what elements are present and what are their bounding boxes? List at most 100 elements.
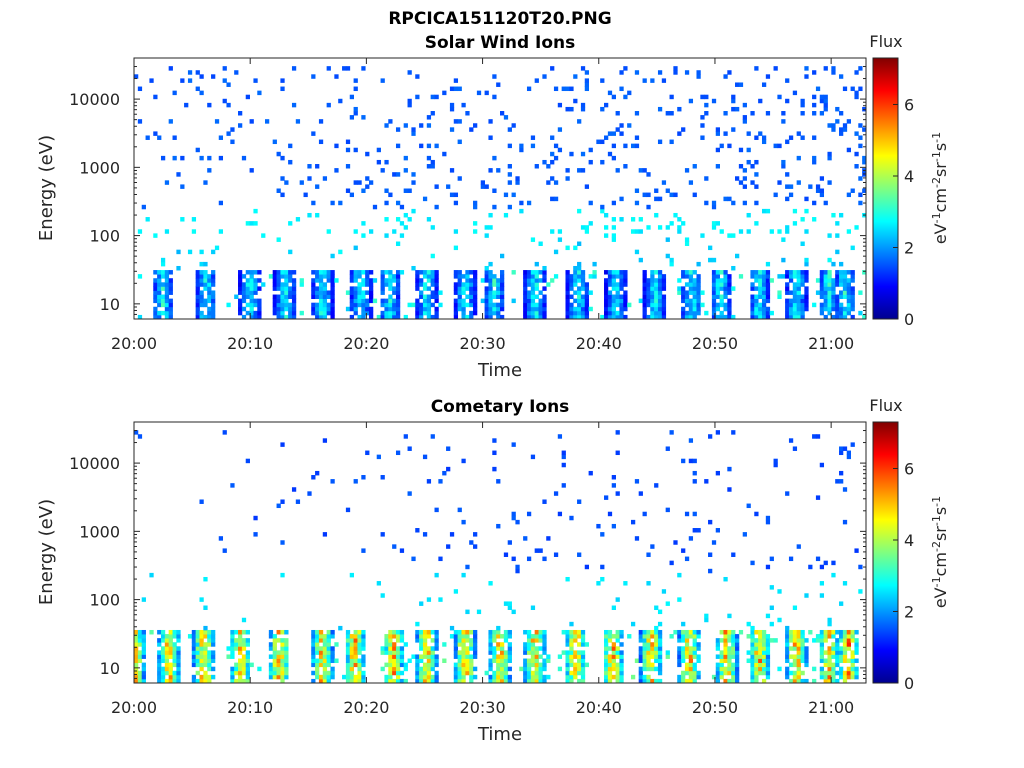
- heatmap-cell: [395, 217, 401, 222]
- heatmap-cell: [500, 658, 505, 664]
- heatmap-cell: [453, 192, 459, 198]
- heatmap-cell: [473, 221, 478, 226]
- heatmap-cell: [611, 286, 616, 291]
- heatmap-cell: [168, 674, 173, 680]
- heatmap-cell: [230, 646, 235, 651]
- heatmap-cell: [480, 298, 485, 304]
- heatmap-cell: [542, 666, 547, 672]
- heatmap-cell: [222, 430, 227, 435]
- heatmap-cell: [677, 629, 682, 635]
- heatmap-cell: [765, 674, 771, 680]
- heatmap-cell: [727, 306, 732, 312]
- heatmap-cell: [731, 286, 736, 291]
- heatmap-cell: [761, 634, 767, 639]
- heatmap-cell: [318, 654, 324, 659]
- heatmap-cell: [326, 310, 331, 316]
- heatmap-cell: [137, 658, 143, 664]
- heatmap-cell: [796, 650, 801, 655]
- heatmap-cell: [276, 658, 281, 664]
- heatmap-cell: [326, 646, 331, 651]
- heatmap-cell: [530, 605, 536, 610]
- heatmap-cell: [392, 274, 397, 279]
- heatmap-cell: [523, 674, 528, 680]
- heatmap-cell: [315, 278, 320, 283]
- heatmap-cell: [831, 282, 836, 287]
- heatmap-cell: [638, 646, 643, 651]
- heatmap-cell: [507, 642, 512, 647]
- heatmap-cell: [827, 298, 832, 304]
- heatmap-cell: [634, 111, 640, 116]
- heatmap-cell: [461, 102, 466, 108]
- heatmap-cell: [419, 658, 424, 664]
- heatmap-cell: [500, 286, 505, 291]
- heatmap-cell: [238, 638, 243, 643]
- heatmap-cell: [723, 634, 728, 639]
- heatmap-cell: [646, 666, 651, 672]
- heatmap-cell: [369, 314, 374, 319]
- heatmap-cell: [276, 294, 281, 300]
- heatmap-cell: [858, 290, 863, 295]
- heatmap-cell: [839, 674, 844, 680]
- heatmap-cell: [577, 670, 582, 676]
- heatmap-cell: [573, 650, 578, 655]
- heatmap-cell: [534, 274, 539, 279]
- heatmap-cell: [245, 294, 250, 300]
- heatmap-cell: [276, 278, 281, 283]
- heatmap-cell: [492, 188, 497, 193]
- heatmap-cell: [600, 78, 605, 83]
- heatmap-cell: [384, 278, 389, 283]
- heatmap-cell: [758, 650, 763, 655]
- heatmap-cell: [607, 314, 613, 319]
- heatmap-cell: [249, 168, 254, 173]
- heatmap-cell: [249, 282, 254, 287]
- heatmap-cell: [395, 286, 401, 291]
- heatmap-cell: [241, 670, 247, 676]
- heatmap-cell: [727, 629, 732, 635]
- heatmap-cell: [646, 646, 651, 651]
- heatmap-cell: [180, 155, 185, 161]
- solar-wind-title: Solar Wind Ions: [425, 33, 576, 53]
- heatmap-cell: [688, 654, 694, 659]
- heatmap-cell: [380, 168, 385, 173]
- x-tick-label: 21:00: [808, 334, 854, 353]
- heatmap-cell: [176, 678, 181, 683]
- heatmap-cell: [176, 670, 181, 676]
- heatmap-cell: [835, 306, 840, 312]
- heatmap-cell: [207, 654, 212, 659]
- heatmap-cell: [850, 314, 855, 319]
- heatmap-cell: [681, 290, 686, 295]
- heatmap-cell: [638, 168, 643, 173]
- heatmap-cell: [719, 670, 724, 676]
- heatmap-cell: [392, 658, 397, 664]
- heatmap-cell: [438, 556, 443, 562]
- heatmap-cell: [607, 674, 613, 680]
- heatmap-cell: [846, 119, 851, 124]
- heatmap-cell: [426, 654, 432, 659]
- heatmap-cell: [611, 131, 616, 136]
- heatmap-cell: [500, 666, 505, 672]
- heatmap-cell: [542, 646, 547, 651]
- heatmap-cell: [735, 662, 740, 668]
- heatmap-cell: [719, 278, 724, 283]
- heatmap-cell: [469, 658, 474, 664]
- heatmap-cell: [422, 274, 428, 279]
- heatmap-cell: [569, 634, 574, 639]
- heatmap-cell: [534, 670, 539, 676]
- heatmap-cell: [457, 270, 462, 275]
- heatmap-cell: [415, 282, 420, 287]
- heatmap-cell: [453, 670, 459, 676]
- heatmap-cell: [195, 646, 200, 651]
- heatmap-cell: [365, 306, 370, 312]
- heatmap-cell: [291, 294, 297, 300]
- heatmap-cell: [723, 654, 728, 659]
- heatmap-cell: [634, 249, 640, 255]
- heatmap-cell: [542, 638, 547, 643]
- heatmap-cell: [754, 650, 759, 655]
- heatmap-cell: [785, 634, 790, 639]
- heatmap-cell: [735, 670, 740, 676]
- heatmap-cell: [500, 670, 505, 676]
- heatmap-cell: [180, 217, 185, 222]
- heatmap-cell: [580, 642, 586, 647]
- heatmap-cell: [284, 282, 289, 287]
- heatmap-cell: [719, 286, 724, 291]
